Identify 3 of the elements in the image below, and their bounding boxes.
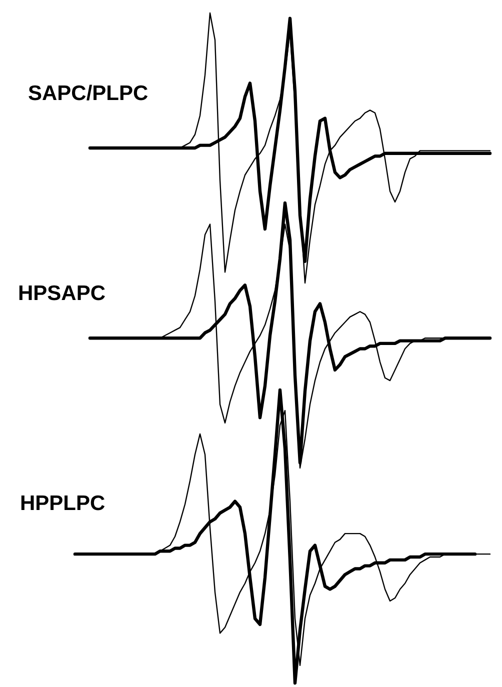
- text: HPPLPC: [20, 492, 106, 516]
- text: SAPC/PLPC: [28, 82, 148, 106]
- text: HPSAPC: [18, 282, 106, 306]
